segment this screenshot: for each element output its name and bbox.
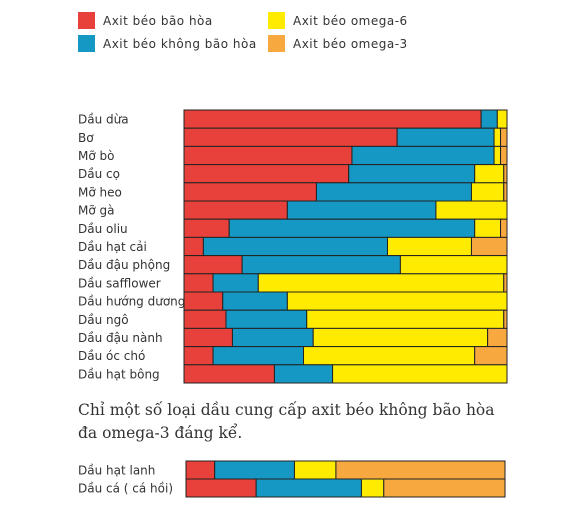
bar-omega6-dau-oc-cho: [303, 346, 476, 366]
bar-omega6-dau-dau-nanh: [312, 327, 489, 348]
bar-omega6-mo-bo: [493, 145, 502, 166]
bar-omega3-dau-dau-nanh: [487, 327, 508, 348]
category-label-dau-huong-duong: Dầu hướng dương: [78, 295, 185, 309]
category-label-dau-dua: Dầu dừa: [78, 113, 129, 127]
legend-label-omega6: Axit béo omega-6: [293, 14, 408, 28]
bar-unsaturated-dau-oliu: [228, 218, 476, 238]
bar-saturated-mo-bo: [183, 145, 353, 166]
bar-saturated-dau-huong-duong: [183, 291, 224, 311]
bar-unsaturated-mo-bo: [351, 145, 495, 166]
bar-saturated-dau-ca-ca-hoi: [185, 478, 257, 498]
bar-unsaturated-dau-ngo: [225, 309, 308, 329]
bar-unsaturated-mo-ga: [286, 200, 437, 220]
bar-unsaturated-dau-oc-cho: [212, 346, 305, 366]
bar-unsaturated-dau-huong-duong: [222, 291, 288, 311]
bar-omega6-dau-co: [474, 164, 505, 184]
bar-unsaturated-dau-safflower: [212, 273, 259, 293]
category-label-dau-hat-cai: Dầu hạt cải: [78, 240, 147, 254]
category-label-dau-ngo: Dầu ngô: [78, 313, 129, 327]
chart-main-oils: Dầu dừa Bơ Mỡ bò Dầu cọ Mỡ heo Mỡ gà Dầu oliu D…: [78, 109, 508, 384]
category-label-dau-safflower: Dầu safflower: [78, 276, 161, 290]
category-label-bo: Bơ: [78, 131, 94, 145]
bar-omega6-dau-safflower: [257, 273, 505, 293]
chart-omega3-oils: Dầu hạt lanh Dầu cá ( cá hồi): [78, 460, 506, 498]
bar-saturated-dau-hat-cai: [183, 236, 204, 257]
category-label-dau-oc-cho: Dầu óc chó: [78, 349, 145, 363]
bar-omega6-mo-heo: [470, 182, 505, 202]
legend: Axit béo bão hòa Axit béo không bão hòa Ax…: [78, 12, 408, 52]
bar-omega6-dau-oliu: [474, 218, 502, 238]
chart-frame: [185, 460, 506, 498]
bar-omega6-dau-dau-phong: [399, 255, 508, 275]
bar-saturated-mo-ga: [183, 200, 288, 220]
bar-unsaturated-dau-hat-bong: [273, 364, 334, 384]
bar-unsaturated-mo-heo: [315, 182, 472, 202]
category-label-mo-ga: Mỡ gà: [78, 204, 114, 218]
bar-unsaturated-dau-hat-cai: [202, 236, 388, 257]
bar-omega6-dau-hat-lanh: [293, 460, 337, 480]
bar-omega6-dau-ngo: [306, 309, 505, 329]
bar-omega3-dau-oliu: [500, 218, 508, 238]
legend-swatch-omega3: [268, 35, 285, 52]
bar-omega3-dau-hat-lanh: [335, 460, 506, 480]
bar-omega6-mo-ga: [435, 200, 508, 220]
category-label-mo-bo: Mỡ bò: [78, 149, 114, 163]
category-label-dau-oliu: Dầu oliu: [78, 222, 128, 236]
bar-omega6-dau-ca-ca-hoi: [360, 478, 385, 498]
bar-omega6-bo: [493, 127, 502, 147]
bar-saturated-bo: [183, 127, 398, 147]
legend-swatch-unsaturated: [78, 35, 95, 52]
bar-omega6-dau-hat-cai: [386, 236, 472, 257]
bar-unsaturated-dau-dua: [480, 109, 498, 129]
bar-unsaturated-dau-dau-phong: [241, 255, 401, 275]
bar-omega3-dau-oc-cho: [474, 346, 508, 366]
category-label-dau-ca-ca-hoi: Dầu cá ( cá hồi): [78, 482, 173, 496]
caption: Chỉ một số loại dầu cung cấp axit béo kh…: [78, 401, 495, 442]
bar-saturated-mo-heo: [183, 182, 317, 202]
bar-saturated-dau-ngo: [183, 309, 227, 329]
legend-label-saturated: Axit béo bão hòa: [103, 14, 213, 28]
category-label-dau-dau-nanh: Dầu đậu nành: [78, 331, 163, 345]
bar-saturated-dau-hat-bong: [183, 364, 275, 384]
bar-unsaturated-dau-hat-lanh: [214, 460, 295, 480]
bar-saturated-dau-co: [183, 164, 350, 184]
legend-label-unsaturated: Axit béo không bão hòa: [103, 37, 257, 51]
bar-saturated-dau-dau-nanh: [183, 327, 233, 348]
category-label-dau-hat-bong: Dầu hạt bông: [78, 367, 160, 381]
bar-omega6-dau-huong-duong: [286, 291, 508, 311]
legend-swatch-omega6: [268, 12, 285, 29]
category-label-dau-hat-lanh: Dầu hạt lanh: [78, 464, 155, 478]
bar-omega3-mo-bo: [500, 145, 508, 166]
category-label-dau-co: Dầu cọ: [78, 167, 120, 181]
bar-saturated-dau-hat-lanh: [185, 460, 216, 480]
bar-unsaturated-dau-ca-ca-hoi: [255, 478, 362, 498]
bar-omega3-bo: [500, 127, 508, 147]
bar-omega3-dau-hat-cai: [470, 236, 508, 257]
bar-unsaturated-dau-co: [348, 164, 476, 184]
category-label-mo-heo: Mỡ heo: [78, 185, 122, 199]
bar-omega6-dau-hat-bong: [332, 364, 508, 384]
bar-omega6-dau-dua: [496, 109, 508, 129]
chart-frame: [183, 109, 508, 384]
bar-saturated-dau-dua: [183, 109, 482, 129]
bar-saturated-dau-safflower: [183, 273, 214, 293]
bar-saturated-dau-oliu: [183, 218, 230, 238]
category-label-dau-dau-phong: Dầu đậu phộng: [78, 258, 170, 272]
bar-omega3-dau-ca-ca-hoi: [383, 478, 506, 498]
bar-unsaturated-dau-dau-nanh: [231, 327, 314, 348]
bar-saturated-dau-oc-cho: [183, 346, 214, 366]
bar-unsaturated-bo: [396, 127, 495, 147]
bar-saturated-dau-dau-phong: [183, 255, 243, 275]
legend-swatch-saturated: [78, 12, 95, 29]
legend-label-omega3: Axit béo omega-3: [293, 37, 408, 51]
